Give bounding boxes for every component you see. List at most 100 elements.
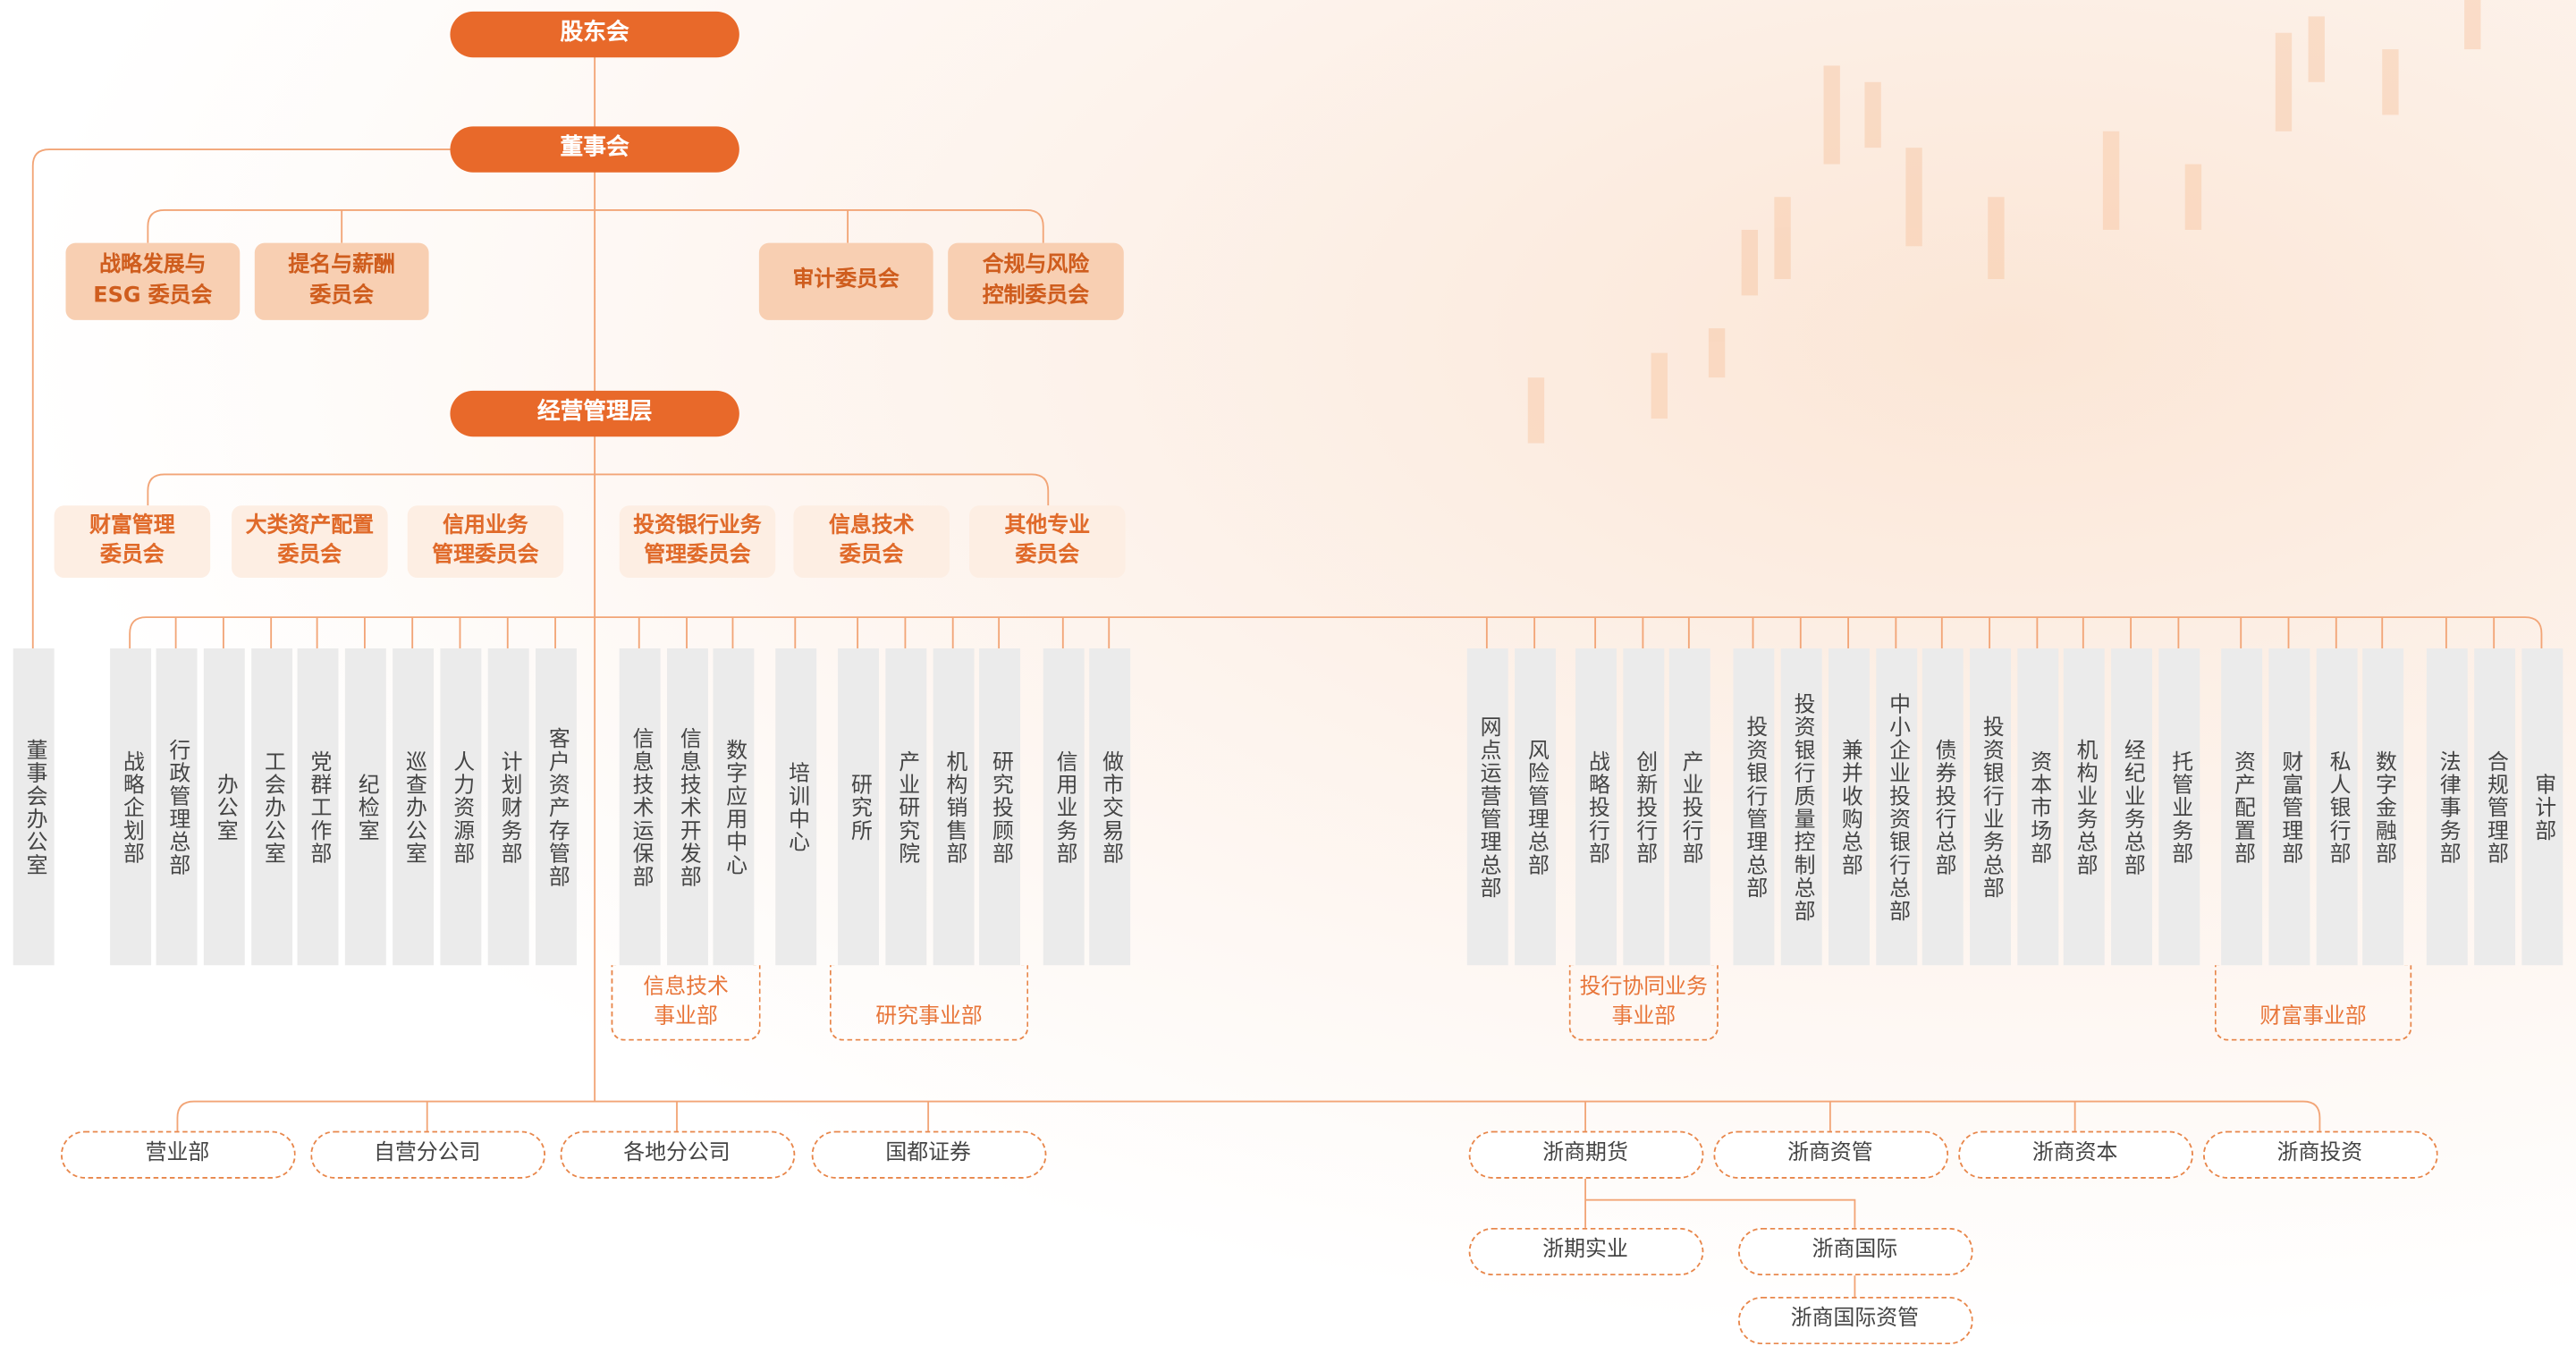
department: 产业投行部 <box>1668 648 1710 965</box>
department: 资本市场部 <box>2016 648 2057 965</box>
department-text: 私人银行部 <box>2321 749 2351 864</box>
department-text: 数字应用中心 <box>718 738 747 876</box>
department-text: 行政管理总部 <box>161 738 190 876</box>
department-text: 信用业务部 <box>1048 749 1077 864</box>
subsidiary-text: 浙商资管 <box>1787 1140 1873 1170</box>
department: 纪检室 <box>344 648 385 965</box>
department-group: 财富事业部 <box>2215 965 2411 1040</box>
department-text: 投资银行业务总部 <box>1974 715 2004 899</box>
department-group-text: 事业部 <box>654 1003 718 1032</box>
top-node-text: 董事会 <box>561 133 629 165</box>
candles <box>1528 0 2481 444</box>
department: 合规管理部 <box>2473 648 2514 965</box>
department-group-text: 研究事业部 <box>875 1003 982 1032</box>
department: 创新投行部 <box>1622 648 1663 965</box>
sub-subsidiary: 浙商国际 <box>1737 1228 1972 1275</box>
department: 做市交易部 <box>1088 648 1129 965</box>
top-node-text: 经营管理层 <box>537 398 653 430</box>
department-text: 纪检室 <box>350 773 379 842</box>
sub-subsidiary-text: 浙商国际资管 <box>1791 1306 1919 1335</box>
department-text: 经纪业务总部 <box>2116 738 2145 876</box>
subsidiary: 浙商资管 <box>1712 1131 1947 1179</box>
top-node: 股东会 <box>450 12 739 57</box>
board-committee-text: 控制委员会 <box>983 282 1089 311</box>
management-committee: 信息技术委员会 <box>793 505 950 578</box>
department: 战略企划部 <box>109 648 150 965</box>
department: 法律事务部 <box>2426 648 2467 965</box>
department-text: 资本市场部 <box>2023 749 2052 864</box>
management-committee-text: 委员会 <box>840 542 904 571</box>
department-text: 培训中心 <box>781 761 810 853</box>
department-text: 产业研究院 <box>891 749 920 864</box>
board-committee-text: ESG 委员会 <box>93 282 212 311</box>
board-committee: 合规与风险控制委员会 <box>948 243 1124 320</box>
management-committee-text: 委员会 <box>277 542 342 571</box>
sub-subsidiary: 浙商国际资管 <box>1737 1297 1972 1344</box>
department: 财富管理部 <box>2268 648 2310 965</box>
department-text: 研究投顾部 <box>984 749 1013 864</box>
subsidiary-text: 各地分公司 <box>623 1140 730 1170</box>
department-text: 中小企业投资银行总部 <box>1881 692 1911 922</box>
subsidiary: 浙商投资 <box>2202 1131 2437 1179</box>
department: 党群工作部 <box>297 648 338 965</box>
subsidiary: 各地分公司 <box>560 1131 795 1179</box>
department-text: 网点运营管理总部 <box>1472 715 1501 899</box>
department: 托管业务部 <box>2158 648 2199 965</box>
subsidiary-text: 浙商资本 <box>2032 1140 2118 1170</box>
subsidiary-text: 浙商投资 <box>2277 1140 2363 1170</box>
top-node: 经营管理层 <box>450 391 739 436</box>
management-committee: 其他专业委员会 <box>969 505 1126 578</box>
management-committee-text: 大类资产配置 <box>246 512 374 541</box>
department: 研究投顾部 <box>978 648 1019 965</box>
subsidiary-text: 营业部 <box>146 1140 210 1170</box>
department: 信息技术运保部 <box>619 648 660 965</box>
department: 工会办公室 <box>250 648 291 965</box>
management-committee-text: 投资银行业务 <box>633 512 761 541</box>
department-group: 信息技术事业部 <box>612 965 761 1040</box>
department: 投资银行业务总部 <box>1969 648 2010 965</box>
top-node-text: 股东会 <box>561 19 629 51</box>
department-text: 信息技术运保部 <box>624 726 654 887</box>
top-node: 董事会 <box>450 126 739 172</box>
department-group-text: 信息技术 <box>643 973 729 1003</box>
department-text: 战略投行部 <box>1580 749 1609 864</box>
department-text: 客户资产存管部 <box>540 726 570 887</box>
department: 产业研究院 <box>884 648 925 965</box>
department-text: 托管业务部 <box>2164 749 2193 864</box>
department: 信息技术开发部 <box>666 648 707 965</box>
department: 债券投行总部 <box>1921 648 1963 965</box>
department: 经纪业务总部 <box>2110 648 2151 965</box>
department: 私人银行部 <box>2316 648 2357 965</box>
management-committee: 信用业务管理委员会 <box>408 505 564 578</box>
department-text: 兼并收购总部 <box>1833 738 1862 876</box>
department: 风险管理总部 <box>1514 648 1555 965</box>
department: 资产配置部 <box>2220 648 2261 965</box>
department-group-text: 事业部 <box>1611 1003 1676 1032</box>
subsidiary-text: 浙商期货 <box>1542 1140 1628 1170</box>
department-text: 财富管理部 <box>2274 749 2303 864</box>
department-text: 做市交易部 <box>1094 749 1124 864</box>
department-group: 投行协同业务事业部 <box>1569 965 1719 1040</box>
sub-subsidiary-text: 浙期实业 <box>1542 1237 1628 1266</box>
department-text: 投资银行质量控制总部 <box>1786 692 1815 922</box>
board-committee-text: 战略发展与 <box>99 251 206 281</box>
department: 数字应用中心 <box>713 648 754 965</box>
department-text: 风险管理总部 <box>1519 738 1549 876</box>
department-text: 办公室 <box>208 773 238 842</box>
department: 信用业务部 <box>1043 648 1084 965</box>
department-text: 机构业务总部 <box>2068 738 2098 876</box>
board-committee: 审计委员会 <box>759 243 933 320</box>
department-text: 人力资源部 <box>445 749 475 864</box>
department: 机构销售部 <box>933 648 974 965</box>
department-text: 法律事务部 <box>2431 749 2461 864</box>
department: 办公室 <box>203 648 244 965</box>
department-group-text: 财富事业部 <box>2259 1003 2366 1032</box>
management-committee-text: 管理委员会 <box>432 542 538 571</box>
department: 投资银行管理总部 <box>1733 648 1774 965</box>
management-committee: 财富管理委员会 <box>55 505 211 578</box>
board-committee: 提名与薪酬委员会 <box>255 243 429 320</box>
subsidiary: 浙商资本 <box>1957 1131 2192 1179</box>
department-text: 债券投行总部 <box>1927 738 1956 876</box>
department: 董事会办公室 <box>13 648 54 965</box>
